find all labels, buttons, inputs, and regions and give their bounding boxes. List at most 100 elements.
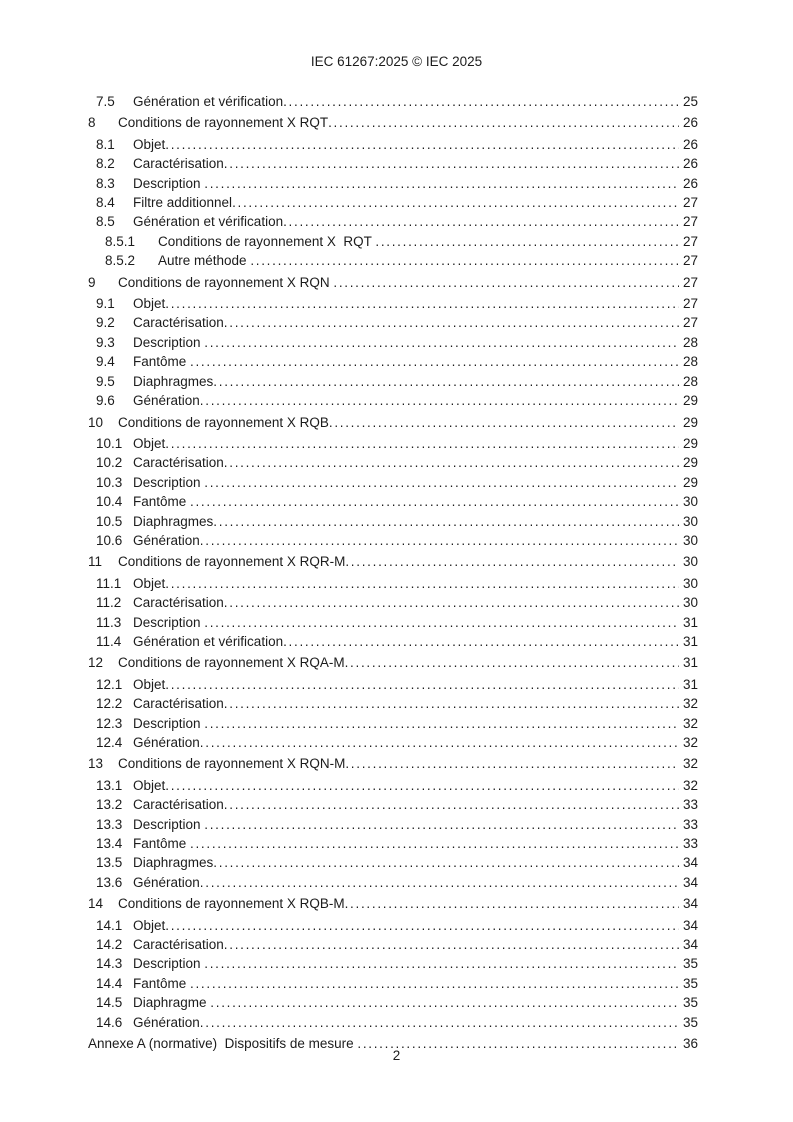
toc-entry-page-number: 33 xyxy=(682,816,698,832)
toc-entry-number: 10.6 xyxy=(96,532,123,548)
footer-page-number: 2 xyxy=(392,1048,401,1063)
toc-dot-leader xyxy=(345,653,679,672)
toc-entry-page-number: 27 xyxy=(682,296,698,312)
toc-entry-title: Génération et vérification xyxy=(133,633,284,649)
toc-entry-page-number: 30 xyxy=(682,595,698,611)
toc-entry-title: Objet xyxy=(133,575,166,591)
toc-entry-page-number: 31 xyxy=(682,633,698,649)
toc-entry-number: 8.1 xyxy=(96,136,115,152)
toc-entry-title: Autre méthode xyxy=(158,253,251,269)
toc-entry-page-number: 28 xyxy=(682,334,698,350)
toc-entry: 14.5 Diaphragme 35 xyxy=(88,993,698,1012)
toc-entry: 13.4 Fantôme 33 xyxy=(88,834,698,853)
toc-entry-title: Génération xyxy=(133,1014,200,1030)
toc-entry-number: 13.6 xyxy=(96,874,123,890)
toc-entry-page-number: 26 xyxy=(682,136,698,152)
toc-entry-title: Conditions de rayonnement X RQA-M xyxy=(118,655,345,671)
toc-entry-page-number: 33 xyxy=(682,836,698,852)
toc-dot-leader xyxy=(333,273,679,292)
toc-entry-title: Génération xyxy=(133,532,200,548)
toc-entry: 9 Conditions de rayonnement X RQN 27 xyxy=(88,273,698,292)
toc-dot-leader xyxy=(345,754,679,773)
toc-entry-page-number: 32 xyxy=(682,735,698,750)
toc-entry-title: Conditions de rayonnement X RQN-M xyxy=(118,756,346,772)
toc-entry-page-number: 29 xyxy=(682,414,698,430)
toc-entry-title: Filtre additionnel xyxy=(133,195,233,211)
toc-entry-title: Fantôme xyxy=(133,494,191,510)
toc-entry-number: 12 xyxy=(88,655,104,671)
toc-entry: 11 Conditions de rayonnement X RQR-M 30 xyxy=(88,552,698,571)
toc-dot-leader xyxy=(224,453,679,472)
toc-entry-page-number: 35 xyxy=(682,1014,698,1030)
toc-dot-leader xyxy=(200,873,679,892)
toc-dot-leader xyxy=(200,1013,679,1032)
toc-entry-page-number: 35 xyxy=(682,975,698,991)
toc-entry-title: Conditions de rayonnement X RQB xyxy=(118,414,329,430)
toc-entry-page-number: 25 xyxy=(682,94,698,109)
toc-entry: 11.2 Caractérisation 30 xyxy=(88,593,698,612)
toc-entry-title: Objet xyxy=(133,296,166,312)
toc-dot-leader xyxy=(190,352,679,371)
toc-entry-title: Objet xyxy=(133,676,166,692)
toc-entry: 8.5.2 Autre méthode 27 xyxy=(88,251,698,270)
toc-entry: 8.4 Filtre additionnel 27 xyxy=(88,193,698,212)
toc-entry-number: 8.5 xyxy=(96,214,115,230)
toc-entry-number: 11.1 xyxy=(96,575,122,591)
toc-dot-leader xyxy=(213,372,679,391)
toc-dot-leader xyxy=(204,714,679,733)
toc-entry-page-number: 29 xyxy=(682,455,698,471)
toc-entry-number: 8.5.1 xyxy=(105,233,136,249)
toc-entry-page-number: 27 xyxy=(682,233,698,249)
toc-dot-leader xyxy=(165,294,679,313)
toc-dot-leader xyxy=(224,313,679,332)
toc-dot-leader xyxy=(190,834,679,853)
toc-entry-number: 8.3 xyxy=(96,175,115,191)
toc-entry-number: 14.1 xyxy=(96,917,123,933)
toc-entry-title: Diaphragmes xyxy=(133,855,214,871)
toc-entry-number: 9.3 xyxy=(96,334,115,350)
toc-entry: 8.5.1 Conditions de rayonnement X RQT 27 xyxy=(88,232,698,251)
toc-entry-page-number: 30 xyxy=(682,532,698,548)
toc-entry-page-number: 32 xyxy=(682,777,698,793)
toc-dot-leader xyxy=(375,232,679,251)
toc-dot-leader xyxy=(224,694,679,713)
toc-entry: 13.5 Diaphragmes 34 xyxy=(88,853,698,872)
toc-entry-title: Fantôme xyxy=(133,836,191,852)
toc-dot-leader xyxy=(200,391,679,410)
toc-dot-leader xyxy=(345,894,679,913)
toc-dot-leader xyxy=(200,733,679,752)
toc-dot-leader xyxy=(328,113,679,132)
toc-entry: 9.6 Génération 29 xyxy=(88,391,698,410)
toc-entry-page-number: 27 xyxy=(682,274,698,290)
toc-entry-page-number: 26 xyxy=(682,115,698,131)
toc-entry: 8.1 Objet 26 xyxy=(88,135,698,154)
toc-entry-title: Fantôme xyxy=(133,975,191,991)
toc-dot-leader xyxy=(204,473,679,492)
toc-entry-page-number: 26 xyxy=(682,175,698,191)
toc-entry-title: Annexe A (normative) Dispositifs de mesu… xyxy=(88,1036,358,1052)
toc-entry-number: 10 xyxy=(88,414,104,430)
toc-entry-title: Génération xyxy=(133,393,200,409)
toc-entry-number: 8.4 xyxy=(96,195,115,211)
toc-entry-number: 10.2 xyxy=(96,455,123,471)
toc-dot-leader xyxy=(165,675,679,694)
toc-entry-page-number: 27 xyxy=(682,253,698,269)
toc-entry-page-number: 34 xyxy=(682,874,698,890)
toc-entry-title: Caractérisation xyxy=(133,696,224,712)
toc-entry-page-number: 31 xyxy=(682,655,698,671)
toc-entry-title: Description xyxy=(133,334,205,350)
toc-entry-page-number: 32 xyxy=(682,696,698,712)
toc-entry: 9.2 Caractérisation 27 xyxy=(88,313,698,332)
toc-entry-page-number: 34 xyxy=(682,937,698,953)
toc-dot-leader xyxy=(204,174,679,193)
toc-entry-title: Objet xyxy=(133,136,166,152)
toc-dot-leader xyxy=(283,212,679,231)
toc-entry-title: Description xyxy=(133,956,205,972)
toc-entry-title: Description xyxy=(133,175,205,191)
toc-entry-page-number: 33 xyxy=(682,797,698,813)
toc-dot-leader xyxy=(200,531,679,550)
toc-entry-title: Objet xyxy=(133,777,166,793)
toc-entry-title: Conditions de rayonnement X RQN xyxy=(118,274,334,290)
toc-dot-leader xyxy=(204,613,679,632)
toc-dot-leader xyxy=(165,776,679,795)
